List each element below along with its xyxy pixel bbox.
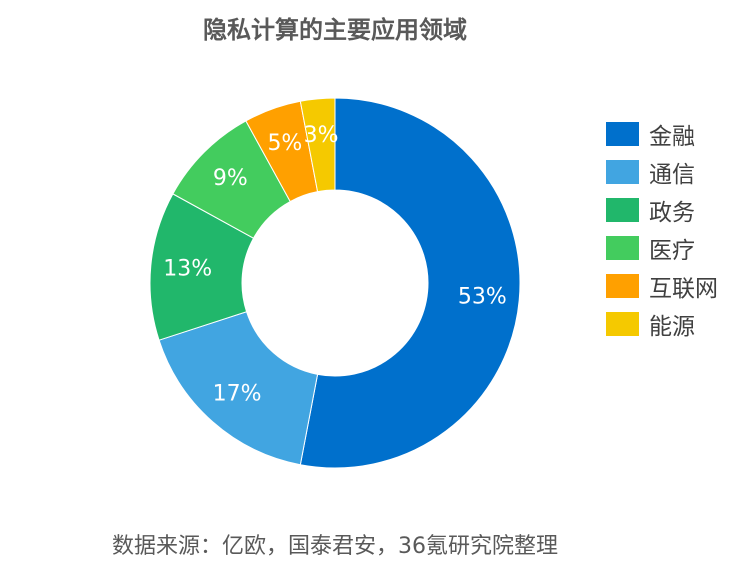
data-label-4: 9%	[213, 166, 248, 191]
slice-2	[158, 311, 319, 466]
legend-label-5: 互联网	[649, 276, 718, 302]
legend-label-3: 政务	[649, 200, 695, 226]
legend-swatch-1	[606, 122, 639, 146]
chart-title: 隐私计算的主要应用领域	[203, 16, 467, 44]
legend-item-2: 通信	[606, 153, 718, 191]
legend-label-2: 通信	[649, 162, 695, 188]
slice-6	[299, 97, 336, 193]
legend-swatch-6	[606, 312, 639, 336]
data-label-1: 53%	[458, 284, 507, 309]
donut-slices	[149, 97, 521, 469]
data-label-5: 5%	[267, 131, 302, 156]
slice-1	[299, 97, 521, 469]
legend-swatch-4	[606, 236, 639, 260]
legend-item-1: 金融	[606, 115, 718, 153]
legend-label-4: 医疗	[649, 238, 695, 264]
legend-item-4: 医疗	[606, 229, 718, 267]
legend-item-3: 政务	[606, 191, 718, 229]
legend-item-5: 互联网	[606, 267, 718, 305]
legend-swatch-3	[606, 198, 639, 222]
data-label-6: 3%	[304, 123, 339, 148]
legend-label-1: 金融	[649, 124, 695, 150]
legend-label-6: 能源	[649, 314, 695, 340]
source-note: 数据来源：亿欧，国泰君安，36氪研究院整理	[112, 534, 558, 559]
legend: 金融通信政务医疗互联网能源	[606, 115, 718, 343]
data-label-2: 17%	[213, 382, 262, 407]
legend-swatch-2	[606, 160, 639, 184]
legend-swatch-5	[606, 274, 639, 298]
data-labels: 53% 17% 13% 9% 5% 3%	[163, 123, 507, 406]
data-label-3: 13%	[163, 257, 212, 282]
legend-item-6: 能源	[606, 305, 718, 343]
